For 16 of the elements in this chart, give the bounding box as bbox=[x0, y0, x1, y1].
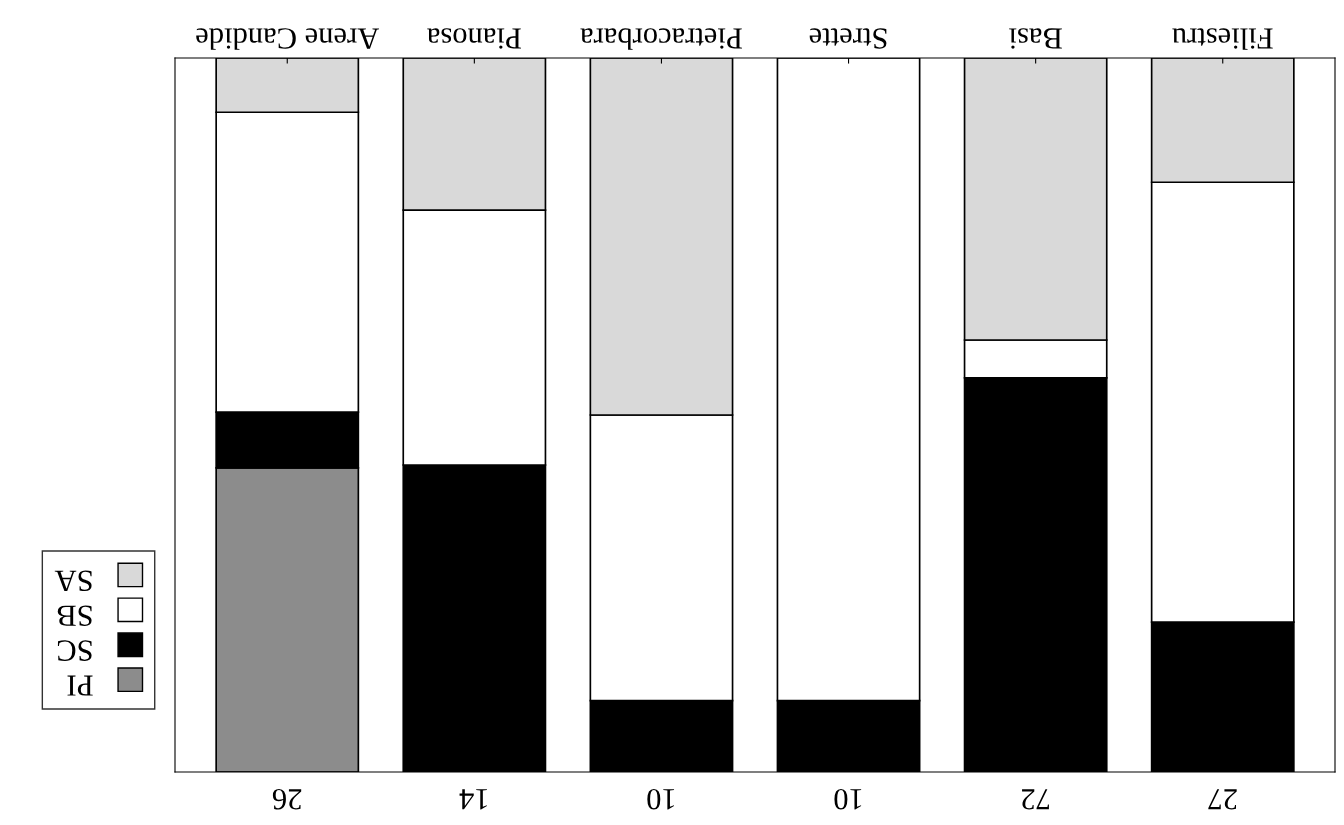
text: 72 bbox=[1022, 789, 1049, 810]
x-tick-label: Arene Candide bbox=[196, 28, 380, 50]
x-tick-label: Filiestru bbox=[1172, 28, 1273, 50]
text: 10 bbox=[834, 788, 862, 810]
text: 10 bbox=[647, 788, 675, 810]
legend-label: SA bbox=[54, 570, 92, 592]
legend-label: PI bbox=[67, 675, 93, 696]
x-tick-label: Basi bbox=[1009, 28, 1062, 49]
x-tick-label: Strette bbox=[809, 28, 887, 49]
text: 14 bbox=[459, 789, 487, 810]
text: 26 bbox=[272, 788, 302, 810]
text: 27 bbox=[1208, 789, 1237, 810]
legend-label: SC bbox=[57, 640, 92, 661]
legend-label: SB bbox=[57, 605, 92, 626]
x-tick-label: Pianosa bbox=[427, 28, 521, 49]
x-tick-label: Pietracorbara bbox=[580, 28, 743, 50]
